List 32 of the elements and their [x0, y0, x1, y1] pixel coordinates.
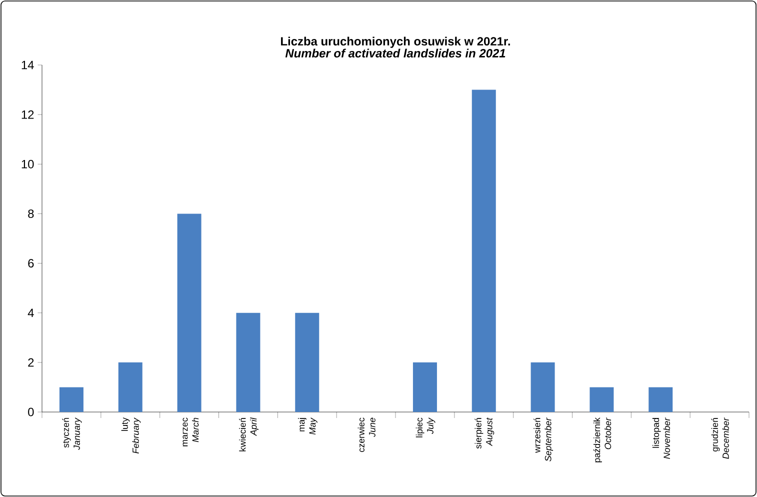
x-tick-label: luty February	[121, 417, 141, 454]
y-tick-label: 4	[28, 308, 34, 317]
bar	[295, 312, 320, 412]
x-tick-label: wrzesień September	[534, 417, 554, 462]
bar	[177, 214, 202, 412]
x-tick-label: czerwiec June	[358, 418, 376, 452]
bar	[412, 362, 437, 412]
bar	[236, 312, 260, 412]
y-tick-label: 6	[28, 259, 34, 268]
chart-subtitle: Number of activated landslides in 2021	[285, 48, 506, 58]
x-tick-label: maj May	[298, 417, 318, 435]
bar	[648, 387, 673, 412]
y-tick-label: 8	[28, 209, 34, 218]
x-tick-label: sierpień August	[474, 417, 494, 449]
x-tick-label: lipiec July	[416, 417, 436, 438]
y-tick-label: 14	[22, 60, 34, 70]
x-tick-label: kwiecień April	[239, 417, 258, 452]
y-tick-label: 0	[28, 408, 34, 416]
x-tick-label: październik October	[593, 417, 612, 462]
chart-title: Liczba uruchomionych osuwisk w 2021r.	[281, 36, 510, 48]
y-tick-label: 12	[22, 110, 34, 119]
y-tick-label: 2	[28, 358, 34, 367]
bar	[590, 387, 614, 412]
bar	[472, 90, 496, 412]
x-tick-label: marzec March	[182, 418, 199, 446]
x-tick-label: grudzień December	[711, 417, 729, 459]
bar	[118, 362, 142, 412]
x-tick-label: listopad November	[652, 417, 670, 459]
y-tick-label: 10	[22, 160, 34, 168]
bar	[530, 362, 555, 412]
x-tick-label: styczeń January	[62, 417, 82, 450]
bar	[59, 387, 84, 412]
